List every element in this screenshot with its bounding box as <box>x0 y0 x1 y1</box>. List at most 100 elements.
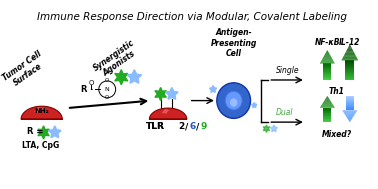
Polygon shape <box>161 109 169 114</box>
Text: Synergistic
Agonists: Synergistic Agonists <box>91 38 142 81</box>
Text: /: / <box>197 122 200 131</box>
Bar <box>345 66 355 67</box>
Text: R =: R = <box>27 127 43 136</box>
Polygon shape <box>345 114 355 115</box>
Bar <box>346 98 354 99</box>
Text: O: O <box>105 95 109 100</box>
Polygon shape <box>324 56 331 57</box>
Bar <box>345 71 355 72</box>
Bar <box>323 79 332 80</box>
Bar <box>345 64 355 65</box>
Polygon shape <box>344 55 356 56</box>
Polygon shape <box>323 102 332 103</box>
Bar <box>323 115 332 116</box>
Polygon shape <box>209 86 217 92</box>
Polygon shape <box>327 96 328 97</box>
Polygon shape <box>324 100 330 101</box>
Bar <box>323 71 332 72</box>
Bar <box>345 76 355 77</box>
Polygon shape <box>127 70 141 83</box>
Bar <box>345 75 355 76</box>
Polygon shape <box>252 102 257 108</box>
Polygon shape <box>347 49 353 50</box>
Polygon shape <box>326 97 328 98</box>
Polygon shape <box>263 125 270 132</box>
Polygon shape <box>342 58 357 59</box>
Bar <box>345 70 355 71</box>
Polygon shape <box>327 50 328 51</box>
Bar <box>323 68 332 69</box>
Polygon shape <box>155 88 166 101</box>
Polygon shape <box>349 45 351 46</box>
Polygon shape <box>270 125 277 132</box>
Polygon shape <box>321 105 334 106</box>
Polygon shape <box>324 55 331 56</box>
Polygon shape <box>166 88 178 99</box>
Polygon shape <box>322 59 333 60</box>
Polygon shape <box>320 107 335 108</box>
Polygon shape <box>21 106 62 119</box>
Bar <box>323 69 332 70</box>
Bar <box>346 97 354 98</box>
Bar <box>323 120 332 121</box>
Bar <box>323 109 332 110</box>
Polygon shape <box>343 56 356 57</box>
Bar <box>345 79 355 80</box>
Bar <box>323 119 332 120</box>
Polygon shape <box>325 53 330 54</box>
Bar <box>323 118 332 119</box>
Bar <box>323 64 332 65</box>
Bar <box>323 113 332 114</box>
Bar <box>323 78 332 79</box>
Text: Antigen-
Presenting
Cell: Antigen- Presenting Cell <box>211 29 257 58</box>
Text: NH₂: NH₂ <box>34 108 49 114</box>
Text: /: / <box>185 122 189 131</box>
Polygon shape <box>343 111 357 112</box>
Text: TLR: TLR <box>146 122 164 131</box>
Polygon shape <box>322 58 332 59</box>
Text: Single: Single <box>276 66 299 75</box>
Bar <box>323 75 332 76</box>
Bar <box>323 121 332 122</box>
Text: Th1: Th1 <box>329 88 345 96</box>
Bar <box>345 73 355 74</box>
Polygon shape <box>322 103 332 104</box>
Bar <box>323 117 332 118</box>
Polygon shape <box>346 116 353 117</box>
Text: Dual: Dual <box>276 108 293 117</box>
Bar <box>345 60 355 61</box>
Bar <box>345 68 355 69</box>
Ellipse shape <box>230 98 237 107</box>
Polygon shape <box>322 104 333 105</box>
Polygon shape <box>321 60 333 61</box>
Ellipse shape <box>217 83 251 118</box>
Polygon shape <box>342 110 357 111</box>
Polygon shape <box>326 51 328 52</box>
Polygon shape <box>325 99 330 100</box>
Text: Mixed?: Mixed? <box>322 130 352 139</box>
Polygon shape <box>346 51 353 52</box>
Bar <box>346 109 354 110</box>
Polygon shape <box>321 61 334 62</box>
Bar <box>323 73 332 74</box>
Bar <box>323 110 332 111</box>
Bar <box>345 67 355 68</box>
Text: R: R <box>81 85 87 94</box>
Polygon shape <box>347 117 353 118</box>
Bar <box>346 105 354 106</box>
Polygon shape <box>323 57 332 58</box>
Text: LTA, CpG: LTA, CpG <box>22 141 59 150</box>
Text: TLR: TLR <box>146 122 164 131</box>
Bar <box>346 107 354 108</box>
Bar <box>323 111 332 112</box>
Polygon shape <box>320 62 335 63</box>
Ellipse shape <box>225 91 242 110</box>
Bar <box>323 112 332 113</box>
Polygon shape <box>325 98 329 99</box>
Text: O: O <box>105 78 109 83</box>
Bar <box>345 65 355 66</box>
Polygon shape <box>324 101 331 102</box>
Bar <box>345 63 355 64</box>
Polygon shape <box>344 113 355 114</box>
Polygon shape <box>345 115 354 116</box>
